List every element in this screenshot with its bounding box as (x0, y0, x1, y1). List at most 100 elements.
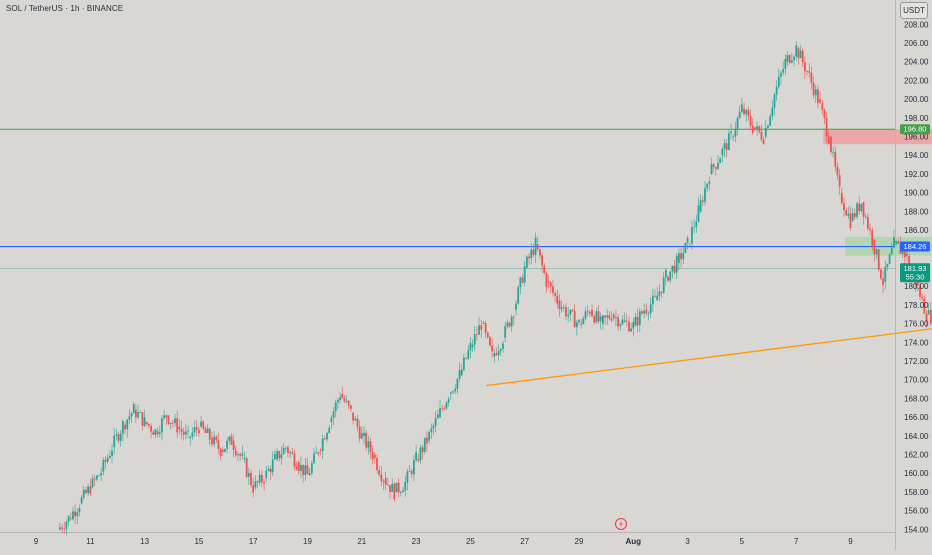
candle (91, 474, 94, 490)
candle (347, 400, 350, 410)
x-tick-label: 3 (685, 537, 690, 546)
candle (623, 312, 626, 323)
candle (386, 477, 389, 487)
candle (734, 121, 737, 143)
candle (476, 326, 478, 341)
candle (754, 127, 756, 131)
candle (638, 308, 641, 332)
candle (404, 475, 407, 497)
candle (495, 347, 498, 357)
drawings-layer[interactable] (486, 129, 932, 387)
lightning-icon[interactable] (615, 518, 627, 530)
candle (384, 471, 387, 491)
candle (903, 248, 906, 265)
candle (884, 260, 887, 290)
candle (326, 431, 328, 443)
currency-button[interactable]: USDT (900, 2, 928, 19)
candle (866, 213, 869, 231)
trendline[interactable] (486, 269, 932, 387)
candle (345, 395, 348, 404)
y-tick-label: 190.00 (904, 189, 929, 198)
candle (449, 391, 452, 400)
candle (163, 409, 166, 421)
candle (645, 303, 648, 317)
candle (864, 213, 867, 219)
price-badge-label: 184.26 (904, 242, 927, 251)
candle (545, 270, 548, 293)
candle (773, 92, 776, 116)
candle (341, 386, 344, 400)
candle (198, 426, 200, 438)
candle (649, 297, 652, 319)
candle (135, 403, 137, 424)
candle (271, 451, 274, 476)
candle (803, 56, 806, 79)
candle (132, 401, 135, 414)
candle (232, 434, 235, 458)
candle (121, 418, 124, 442)
candle (625, 313, 628, 327)
candle (895, 239, 898, 246)
candle (541, 252, 543, 273)
candle (352, 412, 355, 425)
candle (367, 435, 370, 455)
levels-layer (0, 128, 895, 269)
candle (213, 431, 216, 448)
x-tick-label: 5 (740, 537, 745, 546)
candle (780, 70, 782, 85)
price-badge-0 (900, 124, 930, 135)
candle (165, 414, 168, 425)
candle (777, 68, 780, 89)
candle (890, 242, 893, 256)
candle (732, 134, 735, 142)
candle (480, 319, 483, 339)
candle (202, 420, 205, 431)
candle (250, 469, 252, 488)
symbol-title: SOL / TetherUS · 1h · BINANCE (6, 4, 124, 13)
candle (278, 450, 281, 462)
y-tick-label: 170.00 (904, 376, 929, 385)
candle (906, 249, 908, 263)
candle (847, 206, 850, 220)
y-tick-label: 202.00 (904, 76, 929, 85)
candle (247, 467, 250, 485)
candle (675, 252, 678, 279)
y-tick-label: 204.00 (904, 58, 929, 67)
candle (454, 383, 457, 395)
candle (360, 426, 363, 440)
candle (647, 311, 650, 321)
candle (708, 176, 711, 191)
candle (334, 399, 337, 418)
candle (399, 490, 402, 497)
candle (510, 314, 513, 332)
y-tick-label: 158.00 (904, 488, 929, 497)
candle (693, 219, 696, 234)
candle (169, 422, 172, 429)
candle (519, 276, 522, 295)
candle (738, 105, 741, 119)
candle (697, 197, 700, 223)
candle (63, 521, 66, 535)
candle (293, 449, 296, 471)
time-axis[interactable]: 9 11 13 15 17 19 21 23 25 27 29 Aug 3 5 7 9 (34, 537, 854, 546)
candle (634, 313, 637, 327)
candle (430, 423, 433, 439)
candle (601, 314, 604, 330)
candle (406, 468, 409, 491)
candle (817, 85, 819, 109)
candle (267, 465, 270, 472)
candle (297, 459, 300, 475)
candle (282, 443, 285, 455)
x-tick-label: 27 (520, 537, 529, 546)
candle (256, 480, 259, 489)
candle (539, 248, 541, 259)
candles-layer[interactable] (58, 41, 932, 536)
candle (786, 51, 789, 67)
candle (182, 427, 185, 441)
x-tick-label: 15 (194, 537, 203, 546)
candle (719, 156, 722, 164)
candle (184, 423, 187, 440)
candle (150, 423, 153, 439)
